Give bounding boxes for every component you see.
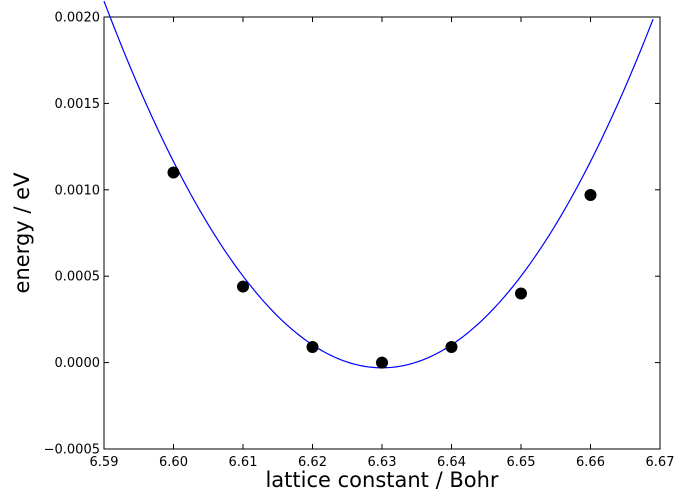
data-point <box>584 188 597 201</box>
x-tick-label: 6.62 <box>298 455 327 470</box>
x-tick-label: 6.60 <box>159 455 188 470</box>
data-point <box>515 287 527 300</box>
y-tick-label: 0.0020 <box>55 11 101 26</box>
x-tick-label: 6.64 <box>437 455 466 470</box>
y-tick-label: −0.0005 <box>44 443 100 458</box>
plot-area <box>103 0 661 450</box>
data-point <box>167 166 180 179</box>
y-tick-label: 0.0010 <box>55 183 101 198</box>
data-point <box>237 280 249 293</box>
fit-curve-layer <box>103 0 654 369</box>
fit-curve <box>103 0 654 369</box>
x-tick-label: 6.63 <box>368 455 397 470</box>
x-tick-label: 6.65 <box>507 455 536 470</box>
x-tick-label: 6.61 <box>229 455 258 470</box>
data-points-layer <box>167 166 597 369</box>
y-axis-title: energy / eV <box>10 172 34 294</box>
y-axis-ticks: −0.0005 0.0000 0.0005 0.0010 0.0015 0.0020 <box>44 11 660 458</box>
x-tick-label: 6.59 <box>90 455 119 470</box>
y-tick-label: 0.0000 <box>55 356 101 371</box>
y-tick-label: 0.0015 <box>55 97 101 112</box>
data-point <box>376 356 388 369</box>
x-tick-label: 6.67 <box>646 455 675 470</box>
plot-frame <box>103 16 661 450</box>
x-tick-label: 6.66 <box>576 455 605 470</box>
x-axis-title: lattice constant / Bohr <box>265 468 498 489</box>
data-point <box>306 341 319 354</box>
y-tick-label: 0.0005 <box>55 270 101 285</box>
data-point <box>445 341 458 354</box>
x-axis-ticks: 6.59 6.60 6.61 6.62 6.63 6.64 6.65 6.66 6.67 <box>90 17 675 470</box>
